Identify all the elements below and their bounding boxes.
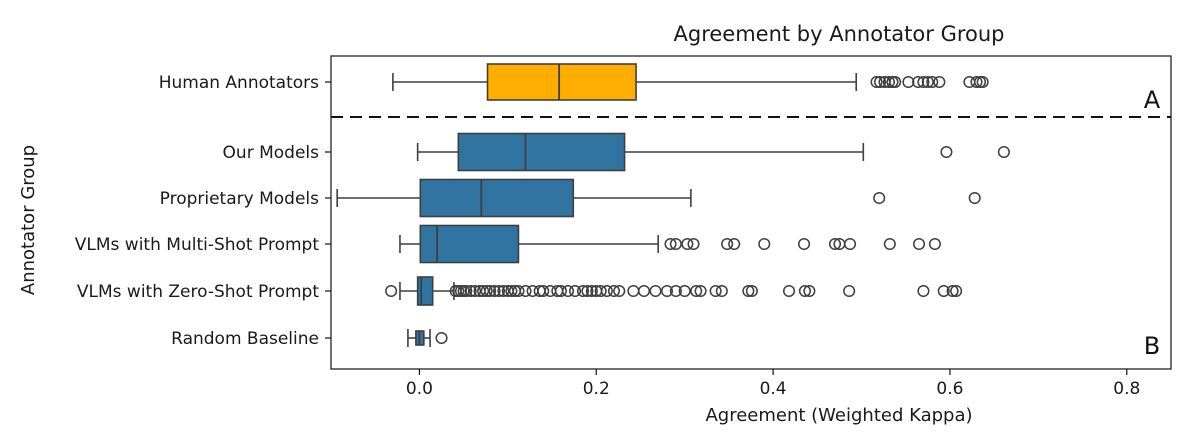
- outlier-point: [874, 75, 887, 89]
- outlier-point: [385, 284, 398, 298]
- outlier-point: [709, 284, 722, 298]
- outlier-point: [902, 75, 915, 89]
- outlier-point: [917, 75, 930, 89]
- outlier-point: [921, 75, 934, 89]
- category-label: Proprietary Models: [160, 189, 320, 209]
- panel-label-b: B: [1144, 332, 1160, 360]
- category-label: VLMs with Zero-Shot Prompt: [77, 282, 319, 302]
- outlier-point: [782, 284, 796, 298]
- outlier-point: [480, 284, 493, 298]
- box-iqr: [419, 224, 520, 264]
- outlier-point: [637, 284, 651, 298]
- outlier-point: [976, 75, 989, 89]
- outlier-point: [554, 284, 567, 298]
- x-axis-title: Agreement (Weighted Kappa): [705, 405, 972, 426]
- outlier-point: [889, 75, 902, 89]
- outlier-point: [970, 75, 983, 89]
- outlier-point: [576, 284, 590, 298]
- outlier-point: [928, 237, 941, 251]
- outlier-point: [607, 284, 620, 298]
- x-tick-label: 0.2: [583, 379, 610, 399]
- category-label: Random Baseline: [171, 329, 319, 349]
- x-tick-label: 0.0: [406, 379, 433, 399]
- outlier-point: [669, 237, 682, 251]
- outlier-point: [561, 284, 575, 298]
- outlier-point: [968, 191, 981, 205]
- outlier-point: [745, 284, 758, 298]
- outlier-point: [798, 284, 811, 298]
- outlier-point: [937, 284, 950, 298]
- outlier-point: [512, 284, 525, 298]
- category-label: Human Annotators: [159, 73, 319, 93]
- outlier-point: [678, 284, 691, 298]
- outlier-point: [460, 284, 473, 298]
- chart-title: Agreement by Annotator Group: [674, 22, 1005, 46]
- outlier-point: [870, 75, 883, 89]
- outlier-point: [687, 237, 700, 251]
- outlier-point: [843, 237, 857, 251]
- box-iqr: [457, 132, 626, 172]
- outlier-point: [940, 145, 953, 159]
- plot-frame: [330, 55, 1172, 370]
- panel-label-a: A: [1144, 86, 1161, 114]
- y-axis-title: Annotator Group: [18, 145, 39, 295]
- outlier-point: [492, 284, 506, 298]
- outlier-point: [669, 284, 682, 298]
- outlier-point: [946, 284, 959, 298]
- outlier-point: [477, 284, 490, 298]
- outlier-point: [488, 284, 501, 298]
- category-label: Our Models: [223, 143, 320, 163]
- outlier-point: [912, 75, 925, 89]
- x-tick-label: 0.4: [760, 379, 787, 399]
- outlier-point: [882, 75, 895, 89]
- outlier-point: [537, 284, 550, 298]
- x-tick-label: 0.8: [1113, 379, 1140, 399]
- box-iqr: [416, 276, 434, 306]
- outlier-point: [690, 284, 703, 298]
- outlier-point: [469, 284, 482, 298]
- plot-layer: Human Annotators Our Models Proprietary Mo…: [75, 55, 1172, 399]
- outlier-point: [917, 284, 930, 298]
- outlier-point: [581, 284, 594, 298]
- category-label: VLMs with Multi-Shot Prompt: [75, 235, 320, 255]
- outlier-point: [627, 284, 640, 298]
- outlier-point: [715, 284, 728, 298]
- outlier-point: [926, 75, 939, 89]
- outlier-point: [803, 284, 816, 298]
- outlier-point: [950, 284, 963, 298]
- outlier-point: [519, 284, 532, 298]
- outlier-point: [883, 237, 896, 251]
- outlier-point: [660, 284, 674, 298]
- outlier-point: [721, 237, 734, 251]
- outlier-point: [933, 75, 946, 89]
- outlier-point: [497, 284, 510, 298]
- outlier-point: [484, 284, 497, 298]
- outlier-point: [694, 284, 707, 298]
- x-tick-label: 0.6: [936, 379, 963, 399]
- outlier-point: [600, 284, 613, 298]
- outlier-point: [728, 237, 741, 251]
- box-iqr: [486, 63, 637, 101]
- outlier-point: [742, 284, 755, 298]
- outlier-point: [585, 284, 598, 298]
- outlier-point: [843, 284, 856, 298]
- outlier-point: [649, 284, 662, 298]
- outlier-point: [664, 237, 677, 251]
- outlier-point: [435, 331, 448, 345]
- outlier-point: [912, 237, 926, 251]
- outlier-point: [758, 237, 771, 251]
- box-iqr: [419, 178, 575, 218]
- outlier-point: [997, 145, 1010, 159]
- outlier-point: [505, 284, 518, 298]
- outlier-point: [464, 284, 477, 298]
- outlier-point: [828, 237, 842, 251]
- outlier-point: [681, 237, 694, 251]
- outlier-point: [594, 284, 607, 298]
- outlier-point: [873, 191, 886, 205]
- outlier-point: [798, 237, 811, 251]
- outlier-point: [613, 284, 626, 298]
- outlier-point: [568, 284, 582, 298]
